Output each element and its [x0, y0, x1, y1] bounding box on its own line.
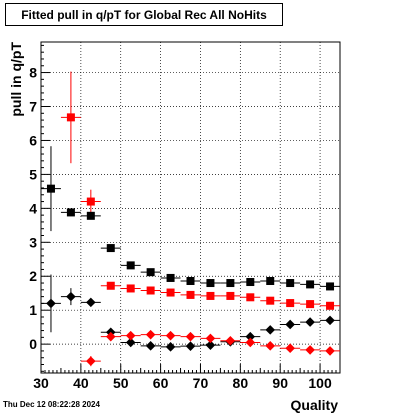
square-marker — [186, 290, 195, 299]
diamond-marker — [205, 340, 216, 350]
square-marker — [66, 113, 75, 122]
square-marker — [146, 268, 155, 277]
square-marker — [226, 279, 235, 288]
square-marker — [286, 279, 295, 288]
square-marker — [306, 280, 315, 289]
diamond-marker — [86, 356, 96, 366]
square-marker — [246, 278, 255, 287]
x-tick-label: 30 — [33, 375, 49, 391]
diamond-marker — [325, 315, 335, 326]
y-tick-label: 8 — [29, 65, 37, 81]
square-marker — [86, 197, 95, 206]
axis-ticks — [40, 44, 341, 373]
square-marker — [146, 286, 155, 295]
diamond-marker — [325, 346, 335, 356]
square-marker — [46, 184, 55, 193]
square-marker — [166, 288, 175, 297]
diamond-marker — [245, 337, 256, 348]
x-axis-label: Quality — [291, 397, 339, 413]
timestamp: Thu Dec 12 08:22:28 2024 — [3, 400, 100, 409]
square-marker — [66, 208, 75, 217]
y-tick-label: 1 — [29, 302, 37, 318]
diamond-marker — [185, 331, 196, 342]
square-marker — [126, 284, 135, 293]
square-marker — [326, 301, 335, 310]
square-marker — [206, 279, 215, 288]
diamond-marker — [46, 298, 56, 309]
square-marker — [166, 273, 175, 282]
square-marker — [306, 300, 315, 309]
x-tick-label: 50 — [113, 375, 129, 391]
square-marker — [106, 244, 115, 253]
y-tick-label: 3 — [29, 234, 37, 250]
diamond-marker — [125, 337, 136, 348]
x-tick-label: 80 — [233, 375, 249, 391]
diamond-marker — [305, 345, 315, 355]
diamond-marker — [305, 317, 315, 327]
x-tick-label: 90 — [272, 375, 288, 391]
square-marker — [86, 211, 95, 220]
square-marker — [186, 276, 195, 285]
diamond-marker — [66, 291, 76, 302]
square-marker — [266, 276, 275, 285]
x-tick-label: 100 — [308, 375, 332, 391]
diamond-marker — [165, 342, 176, 352]
diamond-marker — [165, 330, 176, 341]
y-tick-label: 2 — [29, 268, 37, 284]
diamond-marker — [105, 331, 116, 342]
x-tick-label: 70 — [193, 375, 209, 391]
diamond-marker — [145, 329, 156, 340]
square-marker — [286, 299, 295, 308]
diamond-marker — [245, 331, 256, 342]
diamond-marker — [225, 335, 236, 346]
diamond-marker — [285, 343, 295, 354]
tick-labels: 30 40 50 60 70 80 90 100 0 1 2 3 4 5 6 7 8 — [29, 65, 332, 391]
y-axis-label: pull in q/pT — [8, 42, 24, 117]
x-tick-label: 60 — [153, 375, 169, 391]
square-marker — [266, 296, 275, 305]
plot-frame — [40, 41, 341, 374]
square-marker — [126, 261, 135, 270]
diamond-marker — [145, 341, 156, 351]
square-marker — [246, 293, 255, 302]
diamond-marker — [185, 341, 196, 351]
diamond-marker — [285, 319, 295, 330]
y-tick-label: 4 — [29, 200, 37, 216]
diamond-marker — [205, 333, 216, 344]
y-tick-label: 5 — [29, 166, 37, 182]
chart-title: Fitted pull in q/pT for Global Rec All N… — [21, 8, 267, 22]
diamond-marker — [86, 297, 96, 308]
square-marker — [106, 281, 115, 290]
title-box: Fitted pull in q/pT for Global Rec All N… — [5, 3, 283, 26]
diamond-marker — [125, 330, 136, 341]
square-marker — [326, 282, 335, 291]
square-marker — [226, 291, 235, 300]
y-tick-label: 6 — [29, 132, 37, 148]
square-marker — [206, 291, 215, 300]
x-tick-label: 40 — [73, 375, 89, 391]
data-markers — [46, 113, 335, 366]
y-tick-label: 0 — [29, 336, 37, 352]
diamond-marker — [265, 341, 276, 351]
y-tick-label: 7 — [29, 99, 37, 115]
diamond-marker — [265, 325, 276, 335]
